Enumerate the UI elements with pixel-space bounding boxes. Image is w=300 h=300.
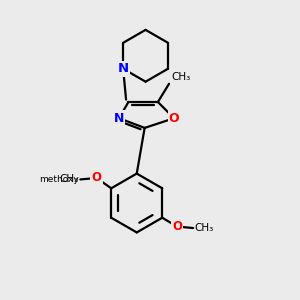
- Text: N: N: [114, 112, 124, 125]
- Text: N: N: [118, 62, 129, 75]
- Text: O: O: [172, 220, 182, 233]
- Text: CH₃: CH₃: [60, 174, 79, 184]
- Text: CH₃: CH₃: [195, 223, 214, 233]
- Text: CH₃: CH₃: [171, 72, 191, 82]
- Text: methoxy: methoxy: [39, 175, 79, 184]
- Text: O: O: [169, 112, 179, 125]
- Text: O: O: [92, 172, 101, 184]
